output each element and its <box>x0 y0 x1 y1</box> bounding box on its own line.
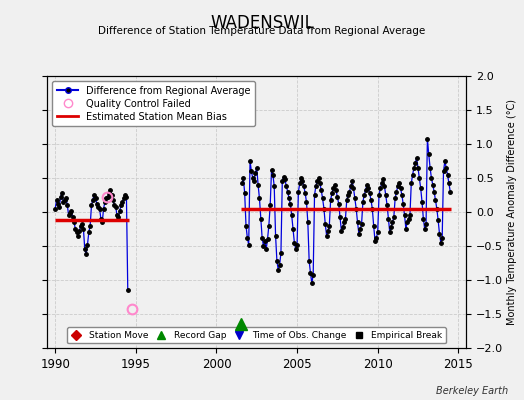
Legend: Station Move, Record Gap, Time of Obs. Change, Empirical Break: Station Move, Record Gap, Time of Obs. C… <box>68 327 446 344</box>
Text: WADENSWIL: WADENSWIL <box>210 14 314 32</box>
Text: Berkeley Earth: Berkeley Earth <box>436 386 508 396</box>
Y-axis label: Monthly Temperature Anomaly Difference (°C): Monthly Temperature Anomaly Difference (… <box>507 99 517 325</box>
Text: Difference of Station Temperature Data from Regional Average: Difference of Station Temperature Data f… <box>99 26 425 36</box>
